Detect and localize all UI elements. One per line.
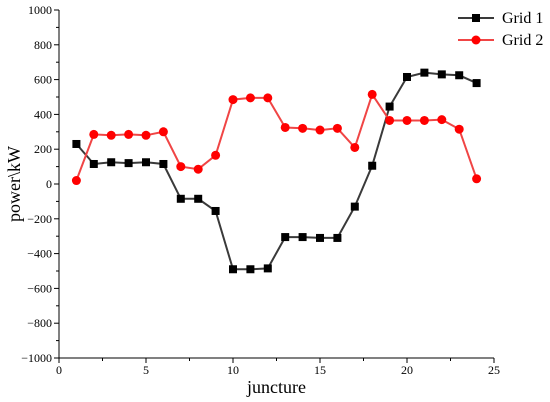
series-1-point	[420, 68, 429, 77]
series-1-point	[263, 264, 272, 273]
series-2-point	[228, 95, 238, 105]
series-2-point	[315, 125, 325, 135]
series-2-point	[71, 176, 81, 186]
series-2-point	[298, 123, 308, 133]
series-line-2	[75, 92, 478, 181]
x-tick-label: 25	[488, 363, 500, 377]
y-tick-label: −200	[27, 212, 52, 226]
series-2-point	[402, 115, 412, 125]
series-2-point	[280, 122, 290, 132]
series-2-point	[106, 130, 116, 140]
series-1-point	[403, 72, 411, 81]
y-tick-label: 800	[34, 38, 52, 52]
series-2-point	[176, 162, 186, 172]
series-2-point	[437, 115, 447, 125]
y-tick-label: −400	[27, 247, 52, 261]
series-1-point	[437, 70, 446, 79]
series-2-point	[419, 115, 429, 125]
y-tick-label: 400	[34, 107, 52, 121]
series-1-point	[455, 71, 464, 80]
series-2-point	[211, 150, 221, 160]
series-1-point	[124, 159, 133, 168]
series-1-point	[107, 158, 116, 167]
x-tick-label: 0	[56, 363, 62, 377]
y-tick-label: 600	[34, 73, 52, 87]
series-1-point	[176, 194, 185, 203]
series-line-1	[75, 71, 478, 271]
series-1-point	[385, 102, 394, 111]
y-tick-label: 1000	[28, 3, 52, 17]
series-2-point	[332, 123, 342, 133]
series-2-point	[193, 164, 203, 174]
series-1-point	[72, 139, 81, 148]
y-tick-label: 0	[46, 177, 52, 191]
x-axis-title: juncture	[246, 377, 306, 397]
series-1-point	[333, 233, 342, 242]
y-tick-label: −800	[27, 316, 52, 330]
series-2-point	[158, 127, 168, 137]
series-1-point	[350, 202, 359, 211]
series-2-point	[124, 129, 134, 139]
x-tick-label: 10	[227, 363, 239, 377]
series-1-point	[368, 161, 377, 170]
series-1-point	[472, 79, 481, 88]
y-axis-title: power\kW	[4, 146, 24, 222]
series-1-point	[281, 233, 290, 242]
series-1-point	[316, 233, 324, 242]
series-1-point	[229, 265, 237, 274]
series-2-point	[350, 142, 360, 152]
y-tick-label: −600	[27, 281, 52, 295]
legend-label-1: Grid 1	[502, 10, 543, 27]
series-2-point	[385, 115, 395, 125]
series-1-point	[298, 233, 307, 242]
series-1-point	[89, 159, 98, 168]
legend-marker-1	[472, 14, 480, 22]
x-tick-label: 15	[314, 363, 326, 377]
series-2-point	[454, 124, 464, 134]
y-tick-label: −1000	[21, 351, 52, 365]
series-2-point	[141, 130, 151, 140]
y-tick-label: 200	[34, 142, 52, 156]
series-1-point	[194, 194, 203, 203]
x-tick-label: 5	[143, 363, 149, 377]
series-2-point	[472, 174, 482, 184]
legend-label-2: Grid 2	[502, 32, 543, 49]
series-2-point	[367, 89, 377, 99]
series-2-point	[245, 93, 255, 103]
series-2-point	[89, 129, 99, 139]
series-1-point	[246, 265, 255, 274]
series-1-point	[211, 206, 220, 215]
series-2-point	[263, 93, 273, 103]
series-1-point	[142, 158, 150, 167]
x-tick-label: 20	[401, 363, 413, 377]
series-1-point	[159, 159, 168, 168]
legend-marker-2	[471, 35, 481, 45]
